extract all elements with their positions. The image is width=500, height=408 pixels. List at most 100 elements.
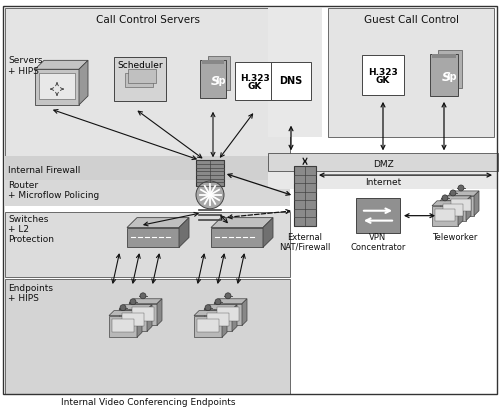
FancyBboxPatch shape	[435, 209, 455, 221]
FancyBboxPatch shape	[204, 60, 226, 94]
Polygon shape	[440, 201, 466, 221]
FancyBboxPatch shape	[5, 156, 290, 180]
FancyBboxPatch shape	[5, 8, 290, 156]
FancyBboxPatch shape	[362, 55, 404, 95]
Text: + L2: + L2	[8, 225, 29, 234]
Text: Teleworker: Teleworker	[432, 233, 478, 242]
FancyBboxPatch shape	[235, 62, 275, 100]
Polygon shape	[232, 305, 237, 331]
Text: DNS: DNS	[280, 76, 302, 86]
FancyBboxPatch shape	[268, 171, 498, 189]
Polygon shape	[263, 217, 273, 247]
FancyBboxPatch shape	[132, 307, 154, 321]
Polygon shape	[129, 299, 162, 304]
Text: + HIPS: + HIPS	[8, 294, 39, 303]
Text: Internal Video Conferencing Endpoints: Internal Video Conferencing Endpoints	[61, 398, 236, 407]
Text: GK: GK	[376, 75, 390, 84]
FancyBboxPatch shape	[271, 62, 311, 100]
FancyBboxPatch shape	[39, 73, 75, 99]
Polygon shape	[109, 310, 142, 315]
Text: GK: GK	[248, 82, 262, 91]
Text: Protection: Protection	[8, 235, 54, 244]
Polygon shape	[157, 299, 162, 326]
Text: Guest Call Control: Guest Call Control	[364, 15, 458, 25]
Circle shape	[130, 299, 136, 305]
FancyBboxPatch shape	[356, 198, 400, 233]
Text: NAT/Firewall: NAT/Firewall	[280, 243, 330, 252]
Polygon shape	[214, 299, 247, 304]
FancyBboxPatch shape	[112, 319, 134, 333]
FancyBboxPatch shape	[451, 199, 471, 211]
Circle shape	[442, 195, 448, 201]
Circle shape	[120, 305, 126, 310]
Circle shape	[225, 293, 231, 299]
Polygon shape	[458, 201, 463, 226]
Polygon shape	[35, 69, 79, 105]
Text: + HIPS: + HIPS	[8, 67, 39, 76]
FancyBboxPatch shape	[208, 56, 230, 90]
Circle shape	[196, 181, 224, 209]
FancyBboxPatch shape	[122, 313, 144, 326]
Circle shape	[205, 305, 211, 310]
FancyBboxPatch shape	[294, 166, 316, 226]
FancyBboxPatch shape	[217, 307, 239, 321]
Circle shape	[140, 293, 146, 299]
Polygon shape	[194, 315, 222, 337]
Polygon shape	[119, 310, 147, 331]
Circle shape	[458, 185, 464, 191]
FancyBboxPatch shape	[197, 319, 219, 333]
FancyBboxPatch shape	[125, 73, 153, 87]
Polygon shape	[466, 196, 471, 221]
FancyBboxPatch shape	[443, 204, 463, 216]
Polygon shape	[204, 310, 232, 331]
Text: S: S	[210, 75, 220, 88]
FancyBboxPatch shape	[5, 180, 290, 206]
FancyBboxPatch shape	[114, 58, 166, 101]
Polygon shape	[194, 310, 227, 315]
Text: ıp: ıp	[215, 76, 226, 86]
Polygon shape	[204, 305, 237, 310]
Polygon shape	[222, 310, 227, 337]
Polygon shape	[432, 201, 463, 206]
Text: + Microflow Policing: + Microflow Policing	[8, 191, 99, 200]
FancyBboxPatch shape	[5, 212, 290, 277]
FancyBboxPatch shape	[202, 60, 224, 64]
Text: Switches: Switches	[8, 215, 48, 224]
Polygon shape	[137, 310, 142, 337]
Text: Internal Firewall: Internal Firewall	[8, 166, 81, 175]
Text: H.323: H.323	[240, 74, 270, 83]
Polygon shape	[79, 60, 88, 105]
Polygon shape	[214, 304, 242, 326]
FancyBboxPatch shape	[438, 51, 462, 88]
Text: Endpoints: Endpoints	[8, 284, 53, 293]
Text: DMZ: DMZ	[372, 160, 394, 169]
FancyBboxPatch shape	[434, 54, 458, 92]
Text: VPN: VPN	[370, 233, 386, 242]
Text: Internet: Internet	[365, 177, 401, 186]
FancyBboxPatch shape	[328, 8, 494, 137]
Text: Scheduler: Scheduler	[117, 61, 163, 70]
Polygon shape	[474, 191, 479, 216]
FancyBboxPatch shape	[268, 153, 498, 171]
FancyBboxPatch shape	[207, 313, 229, 326]
Text: Concentrator: Concentrator	[350, 243, 406, 252]
Polygon shape	[440, 196, 471, 201]
FancyBboxPatch shape	[268, 8, 322, 137]
Circle shape	[450, 190, 456, 196]
Text: H.323: H.323	[368, 68, 398, 77]
Polygon shape	[35, 60, 88, 69]
Polygon shape	[448, 196, 474, 216]
FancyBboxPatch shape	[432, 54, 456, 58]
Polygon shape	[179, 217, 189, 247]
FancyBboxPatch shape	[128, 69, 156, 83]
Text: Router: Router	[8, 182, 38, 191]
Polygon shape	[129, 304, 157, 326]
Polygon shape	[127, 228, 179, 247]
Text: Call Control Servers: Call Control Servers	[96, 15, 200, 25]
Polygon shape	[242, 299, 247, 326]
Polygon shape	[109, 315, 137, 337]
Polygon shape	[432, 206, 458, 226]
FancyBboxPatch shape	[5, 279, 290, 394]
Circle shape	[215, 299, 221, 305]
Polygon shape	[211, 217, 273, 228]
